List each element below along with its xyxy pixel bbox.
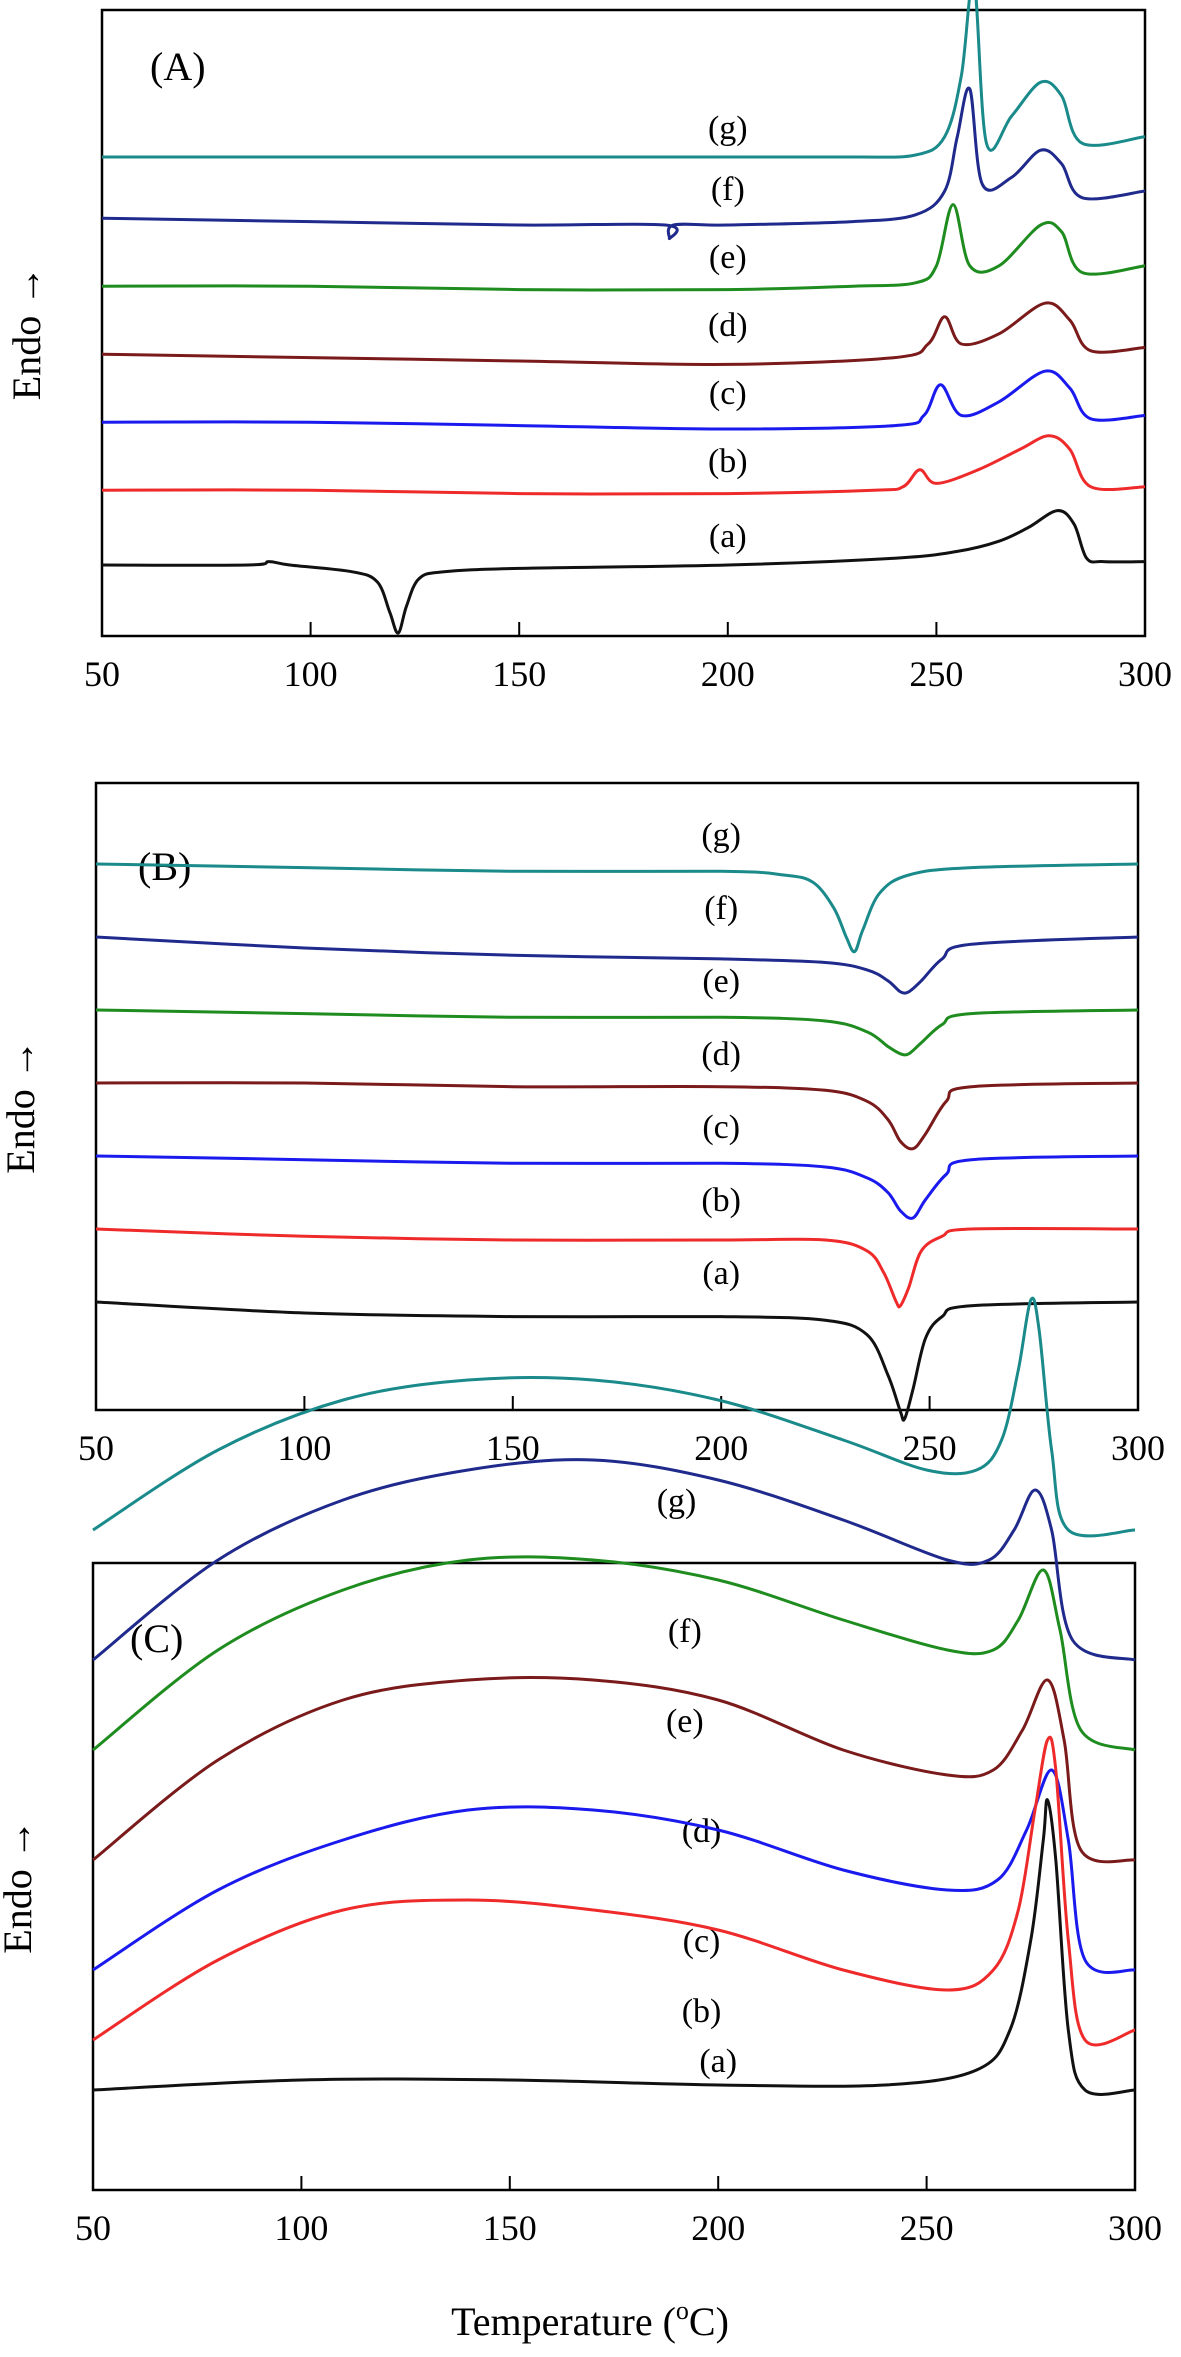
x-tick-label: 250	[909, 654, 963, 694]
series-label-g: (g)	[657, 1483, 697, 1520]
x-tick-label: 300	[1111, 1428, 1165, 1468]
plot-frame	[94, 781, 1140, 1412]
x-tick-label: 50	[84, 654, 120, 694]
x-tick-label: 200	[691, 2208, 745, 2248]
series-line-a	[95, 1300, 1139, 1422]
series-line-f	[101, 86, 1146, 241]
series-label-c: (c)	[709, 375, 747, 412]
chart-panel-1: 50 100 150 200 250 300Endo→(B)(g)(f)(e)(d)(c)…	[0, 781, 1165, 1468]
series-line-f	[92, 1458, 1136, 1662]
series-label-e: (e)	[702, 963, 740, 1000]
series-label-c: (c)	[702, 1109, 740, 1146]
series-label-g: (g)	[708, 110, 748, 147]
series-line-a	[101, 509, 1146, 635]
series-line-f	[95, 935, 1139, 995]
series-line-b	[95, 1226, 1139, 1309]
series-label-d: (d)	[708, 307, 748, 344]
x-axis-title: Temperature (oC)	[451, 2296, 729, 2344]
series-line-g	[92, 1296, 1136, 1538]
x-tick-label: 200	[694, 1428, 748, 1468]
chart-panel-2: 50100150200250300Endo→(C)(g)(f)(e)(d)(c)…	[0, 1296, 1162, 2248]
series-line-a	[92, 1798, 1136, 2096]
series-line-d	[92, 1676, 1136, 1864]
series-line-c	[101, 369, 1146, 431]
x-tick-label: 300	[1118, 654, 1172, 694]
series-label-e: (e)	[666, 1703, 704, 1740]
series-line-g	[102, 0, 1146, 159]
x-tick-label: 300	[1108, 2208, 1162, 2248]
series-label-b: (b)	[708, 443, 748, 480]
series-label-f: (f)	[711, 171, 745, 208]
x-tick-label: 150	[492, 654, 546, 694]
series-label-a: (a)	[709, 518, 747, 555]
panel-label: (A)	[150, 44, 206, 89]
series-label-b: (b)	[682, 1993, 722, 2030]
x-tick-label: 100	[274, 2208, 328, 2248]
series-label-d: (d)	[701, 1036, 741, 1073]
x-tick-label: 150	[483, 2208, 537, 2248]
series-line-e	[92, 1555, 1136, 1752]
y-axis-title: Endo→	[4, 266, 49, 400]
series-label-f: (f)	[668, 1613, 702, 1650]
y-axis-title: Endo→	[0, 1819, 40, 1953]
x-tick-label: 100	[277, 1428, 331, 1468]
x-tick-label: 100	[284, 654, 338, 694]
x-tick-label: 250	[900, 2208, 954, 2248]
panel-label: (C)	[130, 1616, 183, 1661]
series-line-b	[92, 1735, 1136, 2047]
series-line-c	[92, 1768, 1136, 1975]
plot-frame	[100, 8, 1147, 638]
series-line-g	[95, 862, 1139, 954]
x-tick-label: 50	[75, 2208, 111, 2248]
series-label-a: (a)	[699, 2043, 737, 2080]
chart-panel-0: 50 100 150 200 250 300 Endo→ (A) (g) (f) (e) (d) (c)…	[4, 0, 1172, 694]
series-label-b: (b)	[701, 1182, 741, 1219]
series-line-c	[95, 1154, 1139, 1220]
series-label-e: (e)	[709, 239, 747, 276]
y-axis-title: Endo→	[0, 1039, 43, 1173]
x-tick-label: 250	[903, 1428, 957, 1468]
series-label-a: (a)	[702, 1255, 740, 1292]
series-label-g: (g)	[701, 817, 741, 854]
series-line-e	[101, 203, 1146, 292]
x-tick-label: 200	[701, 654, 755, 694]
series-line-b	[101, 434, 1146, 496]
series-label-d: (d)	[682, 1813, 722, 1850]
x-tick-label: 50	[78, 1428, 114, 1468]
series-line-d	[95, 1081, 1139, 1151]
series-label-f: (f)	[704, 890, 738, 927]
series-line-d	[101, 301, 1146, 366]
series-line-e	[95, 1008, 1139, 1057]
